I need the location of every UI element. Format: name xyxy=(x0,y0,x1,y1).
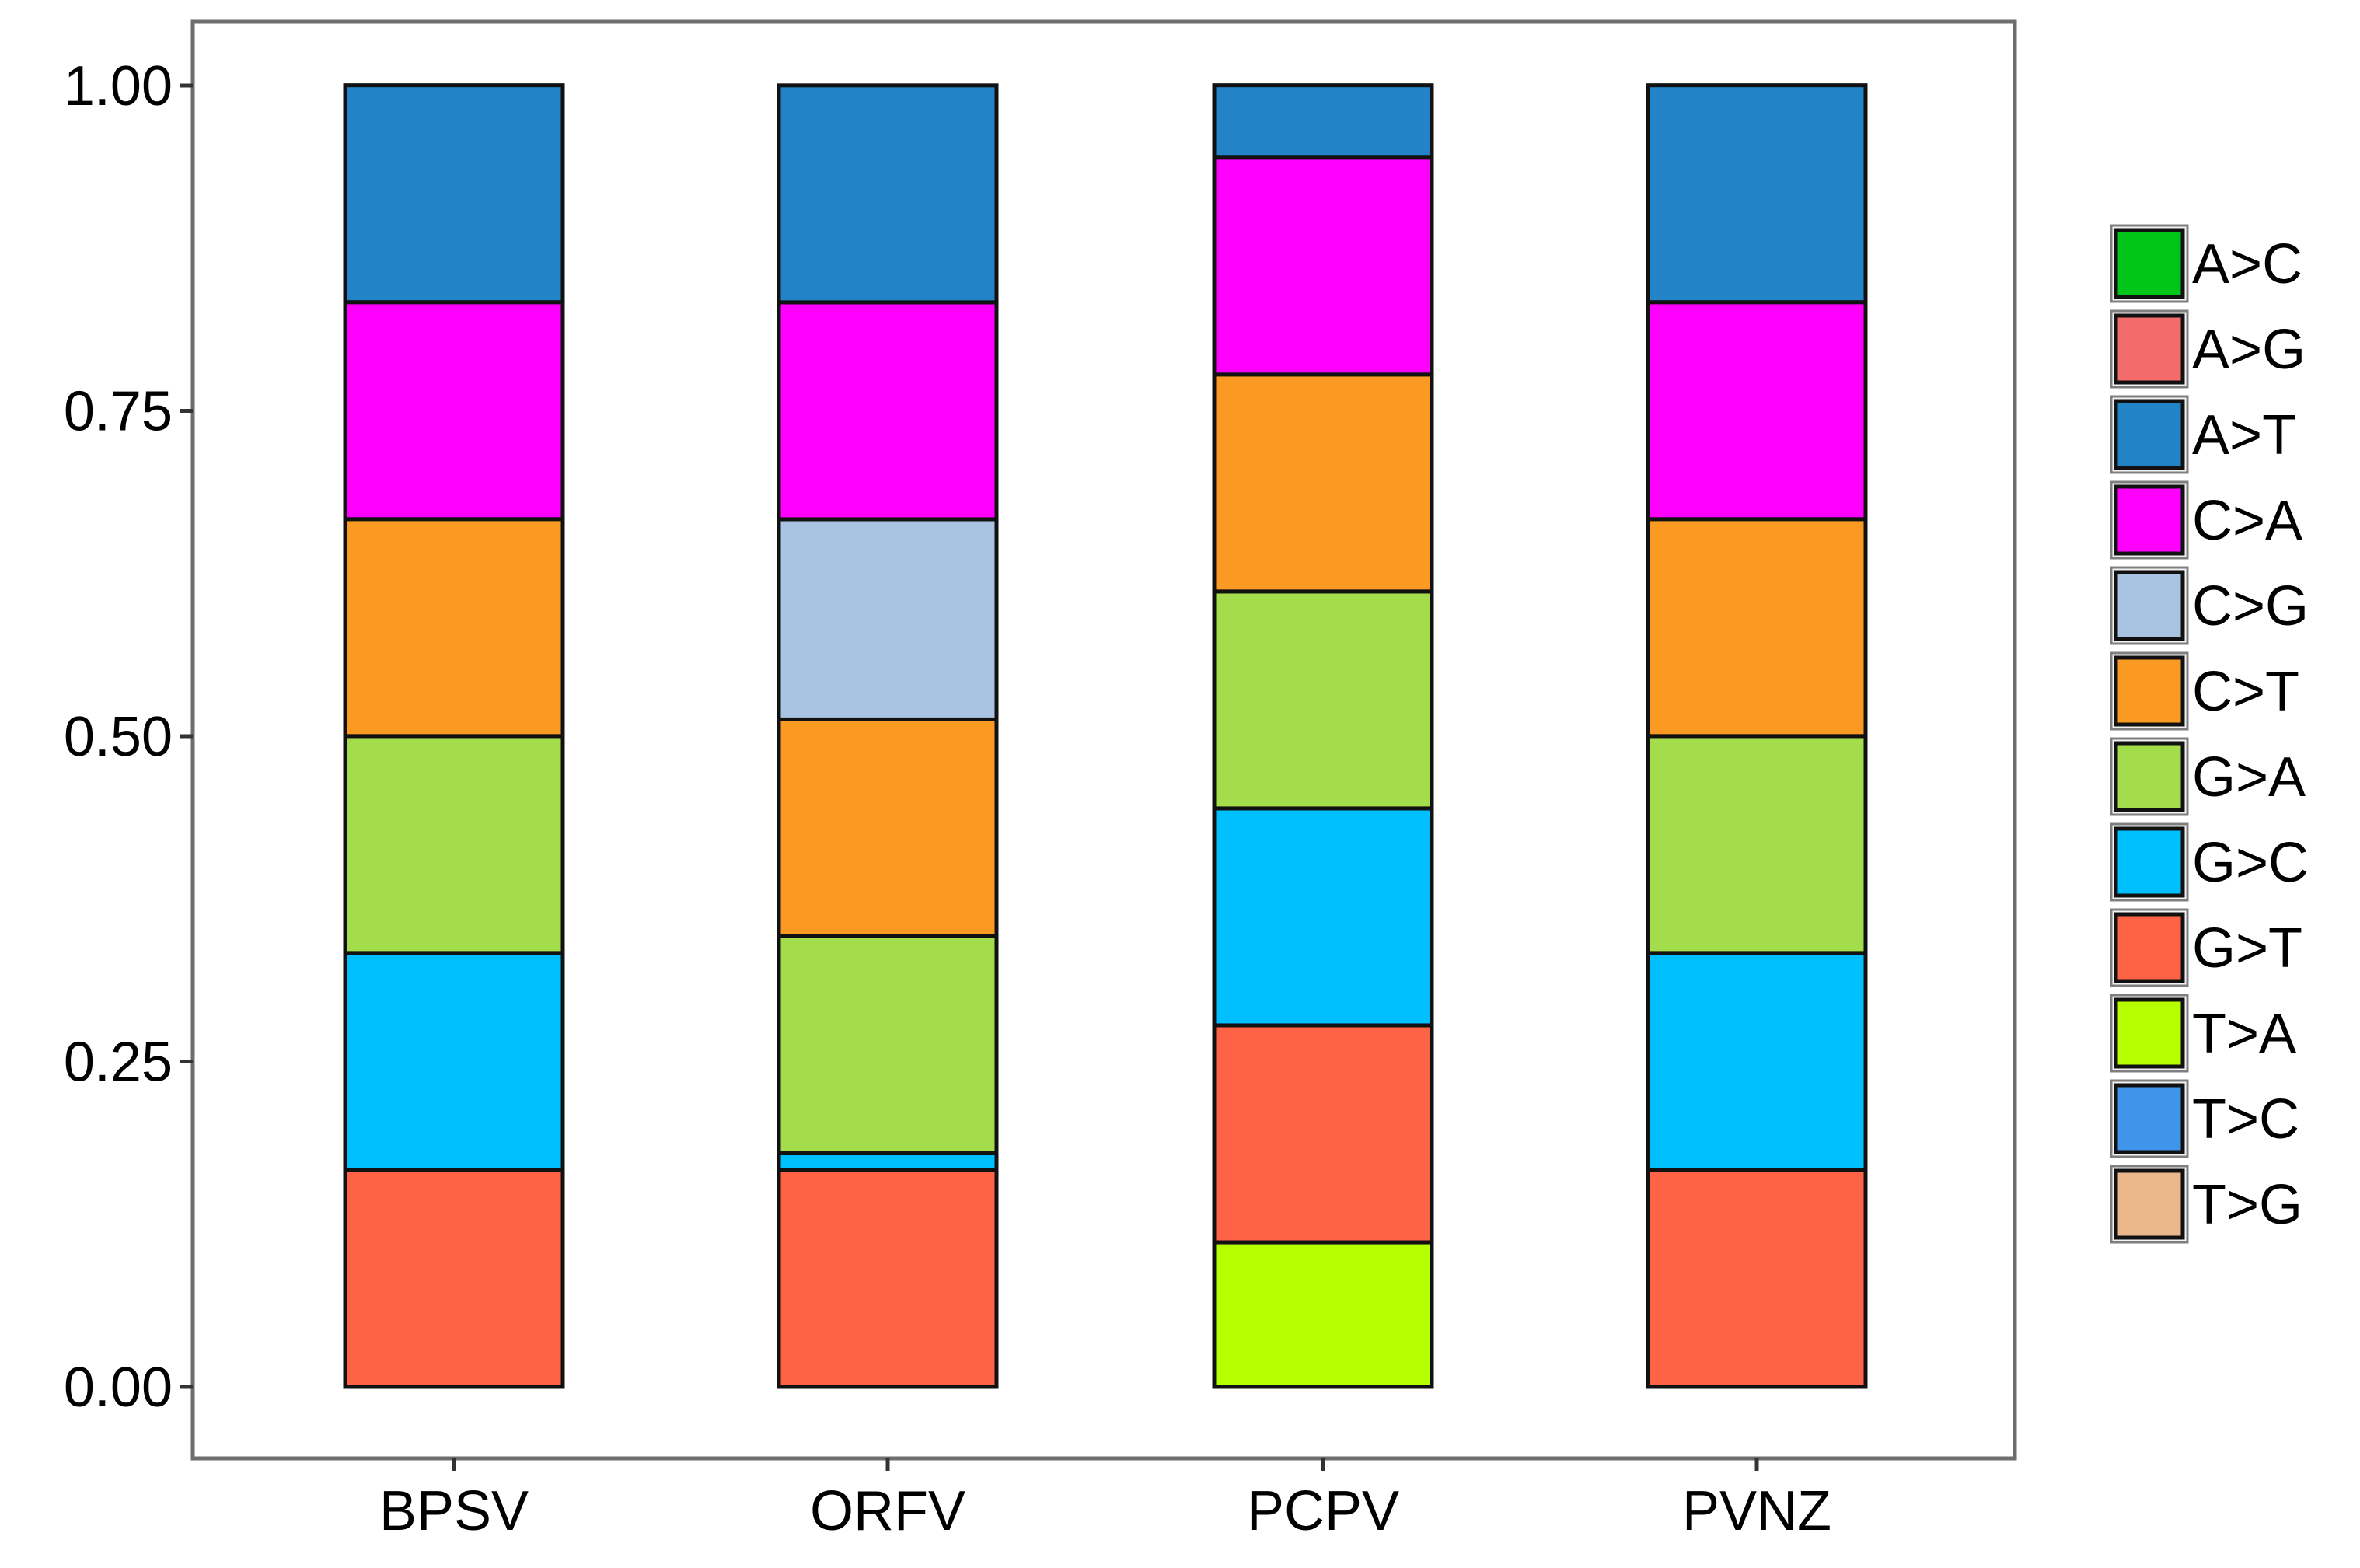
legend-label: C>G xyxy=(2192,575,2309,637)
bar-segment-pvnz-g-to-a xyxy=(1646,734,1868,955)
legend-label: A>G xyxy=(2192,319,2306,381)
legend-key-swatch xyxy=(2114,570,2185,641)
bars-layer xyxy=(343,83,1868,1389)
legend-key-swatch xyxy=(2114,655,2185,727)
legend-label: G>A xyxy=(2192,746,2306,808)
legend-key-swatch xyxy=(2114,1083,2185,1154)
y-axis: 0.00 0.25 0.50 0.75 1.00 xyxy=(64,55,193,1419)
legend-key-swatch xyxy=(2114,912,2185,983)
bar-segment-orfv-c-to-t xyxy=(777,717,999,938)
bar-segment-bpsv-g-to-t xyxy=(343,1168,565,1389)
legend-key-swatch xyxy=(2114,1168,2185,1240)
legend-item-c-to-g: C>G xyxy=(2110,566,2309,645)
bar-segment-bpsv-g-to-c xyxy=(343,951,565,1172)
bar-segment-orfv-c-to-a xyxy=(777,300,999,522)
bar-segment-orfv-c-to-g xyxy=(777,517,999,721)
bar-segment-bpsv-c-to-a xyxy=(343,300,565,522)
legend-key-swatch xyxy=(2114,997,2185,1069)
legend-item-a-to-g: A>G xyxy=(2110,309,2306,389)
legend-item-t-to-a: T>A xyxy=(2110,994,2296,1073)
legend-key-swatch xyxy=(2114,826,2185,898)
y-tick-label: 0.50 xyxy=(64,706,173,768)
bar-stack-pvnz xyxy=(1646,83,1868,1389)
bar-segment-pcpv-g-to-a xyxy=(1212,589,1434,811)
bar-segment-pvnz-c-to-t xyxy=(1646,517,1868,739)
bar-segment-orfv-g-to-a xyxy=(777,934,999,1156)
bar-segment-bpsv-g-to-a xyxy=(343,734,565,955)
legend-label: G>C xyxy=(2192,832,2309,894)
bar-segment-bpsv-c-to-t xyxy=(343,517,565,739)
legend-item-c-to-a: C>A xyxy=(2110,480,2302,560)
plot-panel-border xyxy=(190,19,2017,1461)
legend-label: C>A xyxy=(2192,490,2302,552)
bar-segment-orfv-g-to-t xyxy=(777,1168,999,1389)
bar-segment-pcpv-t-to-a xyxy=(1212,1240,1434,1389)
legend-label: C>T xyxy=(2192,661,2299,723)
y-tick-label: 0.25 xyxy=(64,1032,173,1094)
y-tick-label: 1.00 xyxy=(64,55,173,117)
legend-label: T>G xyxy=(2192,1174,2302,1236)
legend-item-t-to-g: T>G xyxy=(2110,1165,2302,1244)
bar-segment-pcpv-g-to-c xyxy=(1212,806,1434,1028)
legend-item-g-to-c: G>C xyxy=(2110,822,2309,902)
bar-segment-pcpv-g-to-t xyxy=(1212,1023,1434,1245)
legend-key-swatch xyxy=(2114,741,2185,812)
bar-stack-pcpv xyxy=(1212,83,1434,1389)
legend-key-swatch xyxy=(2114,228,2185,299)
x-tick-label-bpsv: BPSV xyxy=(379,1480,529,1542)
bar-segment-pvnz-g-to-t xyxy=(1646,1168,1868,1389)
bar-segment-pvnz-c-to-a xyxy=(1646,300,1868,522)
legend-key-swatch xyxy=(2114,484,2185,556)
legend-label: T>A xyxy=(2192,1003,2296,1065)
bar-stack-bpsv xyxy=(343,83,565,1389)
legend-item-c-to-t: C>T xyxy=(2110,651,2299,731)
legend-key-swatch xyxy=(2114,313,2185,385)
bar-segment-orfv-a-to-t xyxy=(777,83,999,305)
bar-segment-pcpv-c-to-a xyxy=(1212,155,1434,377)
x-tick-label-pcpv: PCPV xyxy=(1247,1480,1399,1542)
bar-segment-pcpv-c-to-t xyxy=(1212,372,1434,594)
y-tick-label: 0.75 xyxy=(64,381,173,443)
x-tick-label-orfv: ORFV xyxy=(810,1480,965,1542)
legend-item-t-to-c: T>C xyxy=(2110,1079,2299,1158)
bar-stack-orfv xyxy=(777,83,999,1389)
bar-segment-orfv-g-to-c xyxy=(777,1151,999,1172)
legend-item-a-to-c: A>C xyxy=(2110,224,2302,303)
bar-segment-bpsv-a-to-t xyxy=(343,83,565,305)
legend-item-g-to-a: G>A xyxy=(2110,737,2306,816)
legend-item-g-to-t: G>T xyxy=(2110,908,2302,987)
y-tick-label: 0.00 xyxy=(64,1357,173,1419)
bar-segment-pvnz-g-to-c xyxy=(1646,951,1868,1172)
legend-item-a-to-t: A>T xyxy=(2110,395,2296,474)
legend-label: A>T xyxy=(2192,404,2296,466)
legend: A>C A>G A>T C>A C>G C>T G>A G>C G>T T>A T>C T>G xyxy=(2110,224,2309,1244)
legend-label: T>C xyxy=(2192,1088,2299,1151)
bar-segment-pcpv-a-to-t xyxy=(1212,83,1434,160)
x-tick-label-pvnz: PVNZ xyxy=(1682,1480,1831,1542)
x-axis: BPSV ORFV PCPV PVNZ xyxy=(379,1458,1831,1542)
legend-key-swatch xyxy=(2114,399,2185,470)
legend-label: G>T xyxy=(2192,917,2302,980)
legend-label: A>C xyxy=(2192,233,2302,295)
bar-segment-pvnz-a-to-t xyxy=(1646,83,1868,305)
